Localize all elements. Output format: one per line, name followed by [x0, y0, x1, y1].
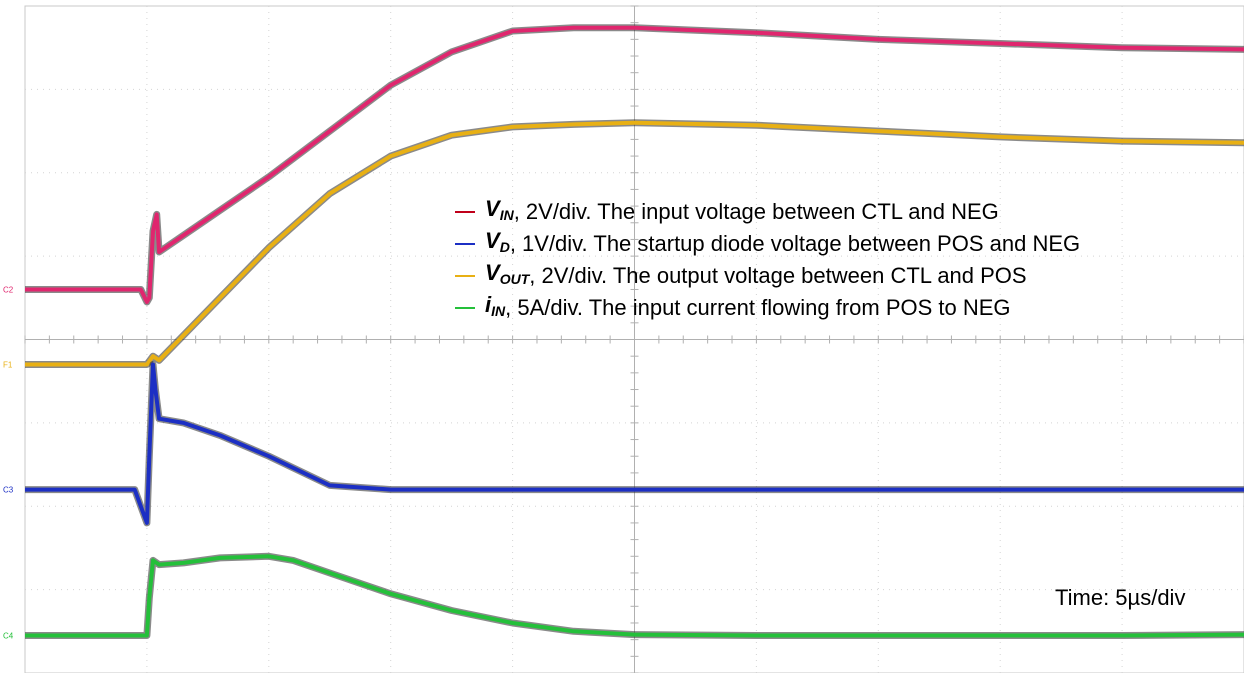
graticule: [24, 5, 1244, 673]
legend-text: , 2V/div. The input voltage between CTL …: [513, 199, 999, 224]
trace-vd: [25, 362, 1244, 525]
channel-marker-vin: C2: [3, 285, 14, 294]
legend-text: , 1V/div. The startup diode voltage betw…: [509, 231, 1081, 256]
legend-symbol: VD: [485, 228, 510, 255]
legend-swatch-vout: [455, 275, 475, 277]
legend-item-vd: VD, 1V/div. The startup diode voltage be…: [455, 228, 1080, 260]
legend-swatch-vd: [455, 243, 475, 245]
channel-marker-vd: C3: [3, 486, 14, 495]
legend: VIN, 2V/div. The input voltage between C…: [455, 196, 1080, 324]
channel-markers: C2 F1 C3 C4: [3, 285, 14, 640]
trace-vout: [25, 120, 1244, 367]
legend-text: , 5A/div. The input current flowing from…: [505, 295, 1011, 320]
channel-marker-iin: C4: [3, 631, 14, 640]
legend-item-iin: iIN, 5A/div. The input current flowing f…: [455, 292, 1080, 324]
time-scale-label: Time: 5µs/div: [1055, 585, 1186, 610]
legend-item-vin: VIN, 2V/div. The input voltage between C…: [455, 196, 1080, 228]
legend-symbol: VOUT: [485, 260, 530, 287]
legend-swatch-vin: [455, 211, 475, 213]
legend-symbol: iIN: [485, 292, 506, 319]
traces: [25, 24, 1244, 639]
channel-marker-vout: F1: [3, 361, 13, 370]
legend-symbol: VIN: [485, 196, 514, 223]
trace-iin: [25, 554, 1244, 638]
legend-swatch-iin: [455, 307, 475, 309]
legend-text: , 2V/div. The output voltage between CTL…: [529, 263, 1027, 288]
legend-item-vout: VOUT, 2V/div. The output voltage between…: [455, 260, 1080, 292]
trace-vin: [25, 25, 1244, 304]
